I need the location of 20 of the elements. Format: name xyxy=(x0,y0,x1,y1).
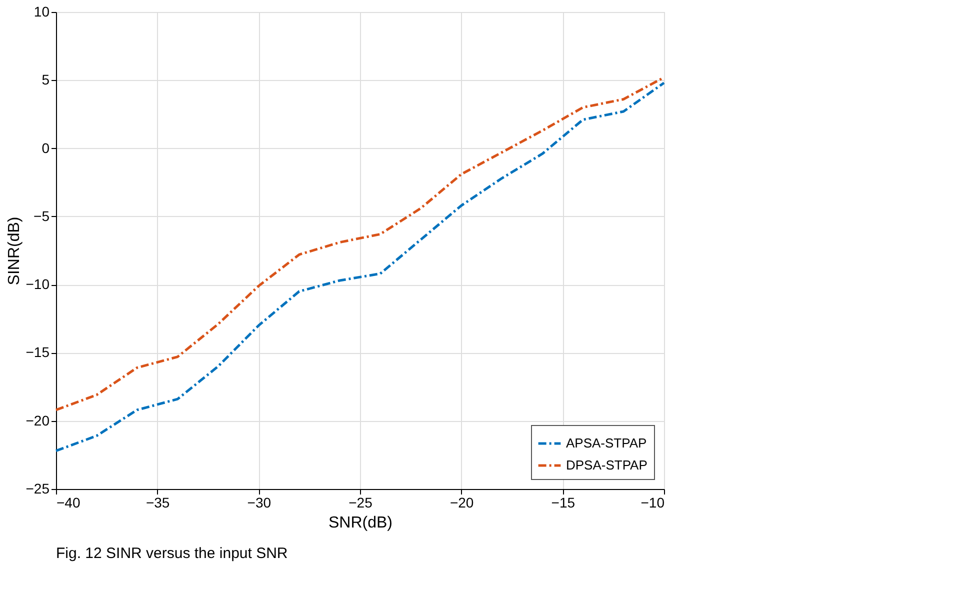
caption: Fig. 12 SINR versus the input SNR xyxy=(56,545,288,562)
y-tick-label: −15 xyxy=(26,344,50,360)
y-tick-label: 10 xyxy=(34,4,50,20)
y-axis-title: SINR(dB) xyxy=(6,216,23,286)
x-tick-label: −30 xyxy=(247,494,272,510)
x-tick-label: −15 xyxy=(551,494,576,510)
y-tick-label: −10 xyxy=(26,276,50,292)
x-tick-label: −20 xyxy=(450,494,474,510)
y-tick-label: 5 xyxy=(42,72,50,88)
y-tick-label: 0 xyxy=(42,140,50,156)
y-tick-label: −25 xyxy=(26,480,50,496)
y-tick-label: −20 xyxy=(26,412,50,428)
legend-label: DPSA-STPAP xyxy=(566,458,648,472)
x-tick-label: −40 xyxy=(56,494,80,510)
legend-label: APSA-STPAP xyxy=(566,436,647,450)
x-tick-label: −10 xyxy=(640,494,665,510)
x-tick-label: −35 xyxy=(146,494,170,510)
x-axis-title: SNR(dB) xyxy=(328,514,393,532)
y-tick-label: −5 xyxy=(34,208,50,224)
x-tick-label: −25 xyxy=(348,494,373,510)
